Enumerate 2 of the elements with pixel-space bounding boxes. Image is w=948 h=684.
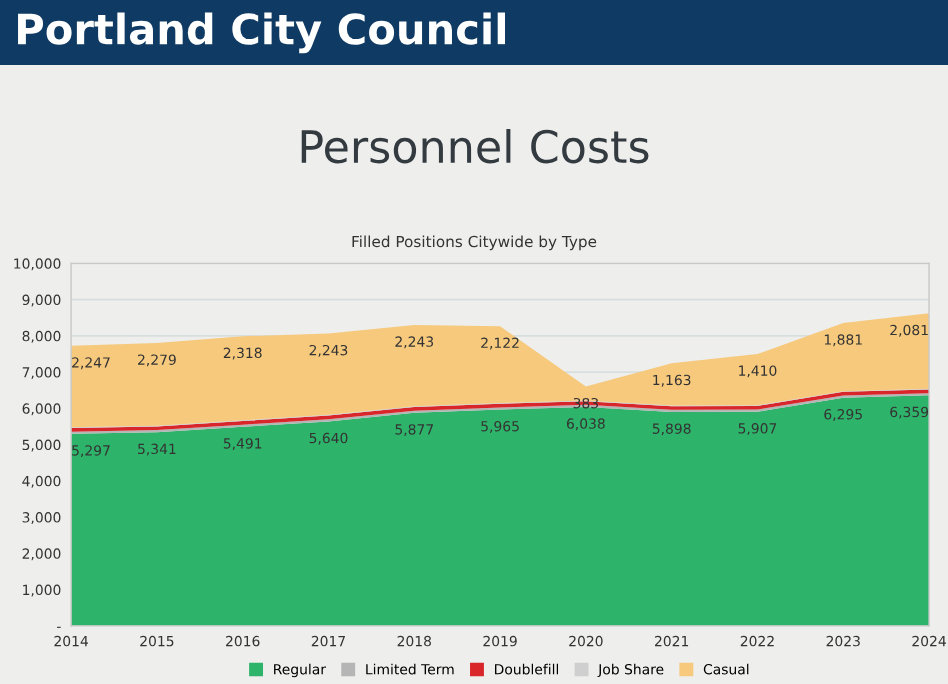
chart-title: Personnel Costs — [301, 128, 649, 164]
text: Portland City Council — [18, 12, 505, 54]
